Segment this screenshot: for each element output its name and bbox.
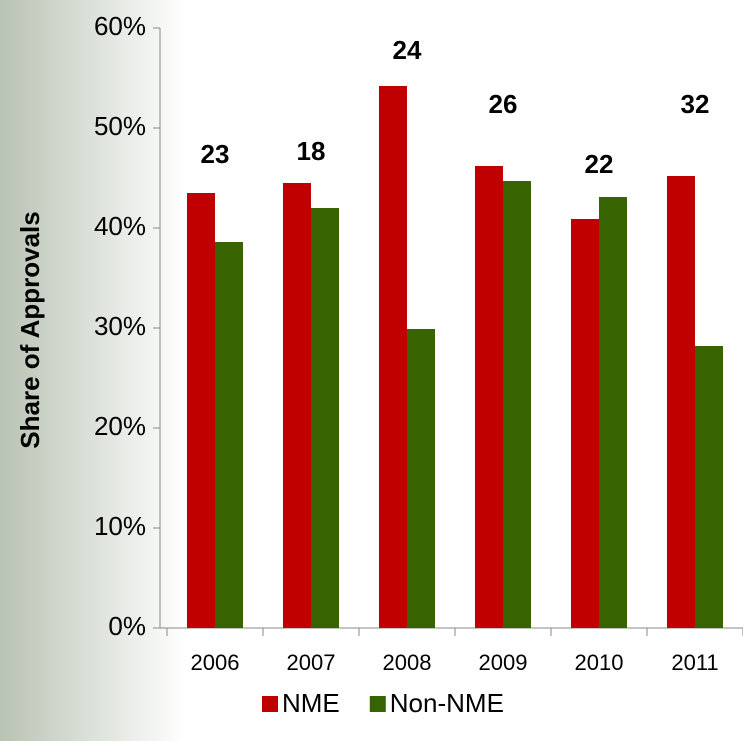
bar bbox=[407, 329, 435, 628]
x-tick-label: 2008 bbox=[383, 650, 432, 675]
y-tick-label: 20% bbox=[94, 411, 146, 441]
bar bbox=[283, 183, 311, 628]
y-tick-label: 30% bbox=[94, 311, 146, 341]
legend-swatch bbox=[369, 696, 386, 712]
x-tick-label: 2009 bbox=[479, 650, 528, 675]
legend-swatch bbox=[262, 696, 278, 712]
bar bbox=[215, 242, 243, 628]
y-tick-label: 0% bbox=[108, 611, 146, 641]
bar-annotation: 26 bbox=[489, 89, 518, 119]
legend-label: NME bbox=[282, 688, 340, 718]
bar bbox=[379, 86, 407, 628]
bar bbox=[571, 219, 599, 628]
bar bbox=[475, 166, 503, 628]
y-tick-label: 50% bbox=[94, 111, 146, 141]
bar-annotation: 22 bbox=[585, 149, 614, 179]
y-tick-label: 60% bbox=[94, 11, 146, 41]
bar bbox=[667, 176, 695, 628]
bar bbox=[599, 197, 627, 628]
y-axis-label: Share of Approvals bbox=[15, 211, 45, 448]
bar bbox=[503, 181, 531, 628]
x-tick-label: 2006 bbox=[191, 650, 240, 675]
bar-annotation: 18 bbox=[297, 136, 326, 166]
legend-label: Non-NME bbox=[390, 688, 504, 718]
y-tick-label: 10% bbox=[94, 511, 146, 541]
x-tick-label: 2007 bbox=[287, 650, 336, 675]
bar-annotation: 23 bbox=[201, 139, 230, 169]
bar-annotation: 32 bbox=[681, 89, 710, 119]
bar bbox=[311, 208, 339, 628]
bar bbox=[695, 346, 723, 628]
x-tick-label: 2011 bbox=[671, 650, 718, 675]
y-tick-label: 40% bbox=[94, 211, 146, 241]
x-tick-label: 2010 bbox=[575, 650, 624, 675]
bar-annotation: 24 bbox=[393, 35, 422, 65]
bar bbox=[187, 193, 215, 628]
